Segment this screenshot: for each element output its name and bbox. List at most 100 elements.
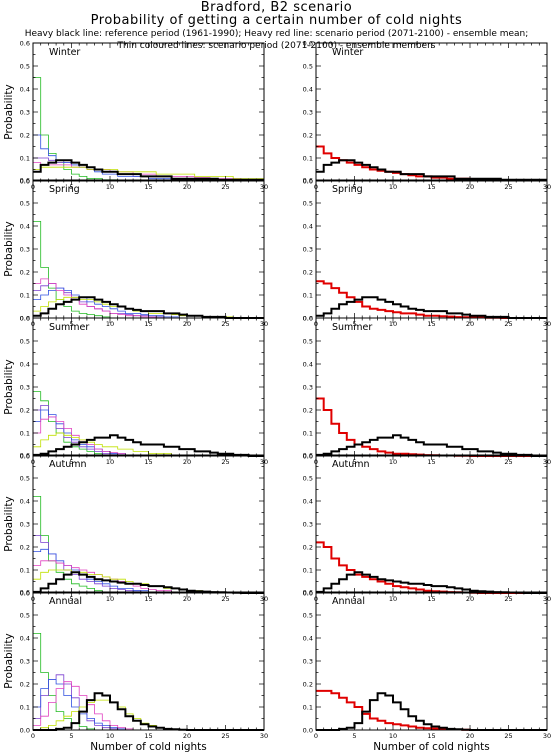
y-tick-label-winter-members: 0.1 (20, 155, 30, 163)
season-label-annual-members: Annual (49, 596, 82, 607)
y-tick-label-summer-mean: 0.5 (303, 338, 313, 346)
y-tick-label-annual-mean: 0.3 (303, 658, 313, 666)
y-tick-label-summer-members: 0.0 (20, 453, 30, 461)
x-tick-label-annual-members: 25 (221, 732, 229, 740)
plot-frame-annual-members (32, 591, 265, 731)
series-member-1-winter-members (33, 77, 264, 182)
x-tick-label-spring-mean: 15 (427, 320, 435, 328)
y-tick-label-autumn-members: 0.4 (20, 498, 30, 506)
y-tick-label-annual-mean: 0.1 (303, 704, 313, 712)
y-tick-label-winter-mean: 0.4 (303, 86, 313, 94)
x-tick-label-annual-mean: 30 (543, 732, 551, 740)
y-tick-label-autumn-members: 0.6 (20, 452, 30, 460)
y-tick-label-summer-mean: 0.3 (303, 384, 313, 392)
x-tick-label-winter-members: 20 (183, 183, 191, 191)
x-tick-label-summer-members: 15 (144, 458, 152, 466)
x-tick-label-autumn-members: 15 (144, 595, 152, 603)
legend-description-line2: Thin coloured lines: scenario period (20… (117, 41, 436, 51)
x-tick-label-autumn-mean: 5 (352, 595, 356, 603)
x-tick-label-summer-members: 25 (221, 458, 229, 466)
y-tick-label-summer-mean: 0.6 (303, 315, 313, 323)
y-tick-label-summer-members: 0.5 (20, 338, 30, 346)
season-label-summer-members: Summer (49, 322, 89, 333)
x-tick-label-spring-mean: 10 (389, 320, 397, 328)
series-reference-summer-mean (316, 434, 547, 457)
x-tick-label-spring-mean: 20 (466, 320, 474, 328)
y-axis-label-spring-members: Probability (3, 221, 15, 277)
y-tick-label-spring-mean: 0.6 (303, 177, 313, 185)
x-tick-label-summer-mean: 5 (352, 458, 356, 466)
x-tick-label-annual-members: 15 (144, 732, 152, 740)
y-tick-label-winter-members: 0.2 (20, 132, 30, 140)
y-tick-label-autumn-mean: 0.5 (303, 475, 313, 483)
y-tick-label-winter-mean: 0.2 (303, 132, 313, 140)
x-tick-label-winter-members: 10 (106, 183, 114, 191)
x-tick-label-annual-members: 10 (106, 732, 114, 740)
y-axis-label-annual-members: Probability (3, 633, 15, 689)
x-tick-label-annual-members: 5 (69, 732, 73, 740)
x-tick-label-annual-mean: 5 (352, 732, 356, 740)
series-member-3-summer-members (33, 409, 264, 457)
series-reference-summer-members (33, 434, 264, 457)
x-tick-label-autumn-mean: 10 (389, 595, 397, 603)
y-tick-label-annual-mean: 0.2 (303, 681, 313, 689)
legend-description-line1: Heavy black line: reference period (1961… (24, 29, 529, 39)
y-tick-label-winter-members: 0.3 (20, 109, 30, 117)
y-tick-label-autumn-mean: 0.6 (303, 452, 313, 460)
series-reference-annual-members (33, 692, 264, 731)
x-tick-label-annual-mean: 25 (504, 732, 512, 740)
y-tick-label-summer-mean: 0.1 (303, 430, 313, 438)
y-tick-label-autumn-members: 0.3 (20, 521, 30, 529)
y-tick-label-summer-mean: 0.4 (303, 361, 313, 369)
y-tick-label-spring-mean: 0.1 (303, 292, 313, 300)
season-label-spring-members: Spring (49, 184, 80, 195)
y-axis-label-winter-members: Probability (3, 84, 15, 140)
y-tick-label-spring-members: 0.0 (20, 315, 30, 323)
x-tick-label-summer-members: 5 (69, 458, 73, 466)
x-tick-label-autumn-members: 5 (69, 595, 73, 603)
y-tick-label-summer-members: 0.1 (20, 430, 30, 438)
y-tick-label-spring-members: 0.5 (20, 200, 30, 208)
season-label-summer-mean: Summer (332, 322, 372, 333)
x-tick-label-annual-members: 0 (31, 732, 35, 740)
y-tick-label-autumn-mean: 0.4 (303, 498, 313, 506)
series-member-4-summer-members (33, 416, 264, 457)
season-label-autumn-mean: Autumn (332, 459, 370, 470)
y-tick-label-autumn-mean: 0.3 (303, 521, 313, 529)
x-tick-label-annual-mean: 20 (466, 732, 474, 740)
y-tick-label-summer-members: 0.6 (20, 315, 30, 323)
y-tick-label-spring-mean: 0.4 (303, 223, 313, 231)
y-tick-label-autumn-mean: 0.2 (303, 544, 313, 552)
y-tick-label-summer-members: 0.3 (20, 384, 30, 392)
x-tick-label-annual-members: 20 (183, 732, 191, 740)
series-member-3-annual-members (33, 679, 264, 731)
x-tick-label-annual-mean: 10 (389, 732, 397, 740)
y-tick-label-annual-members: 0.6 (20, 589, 30, 597)
series-member-2-annual-members (33, 674, 264, 731)
y-tick-label-spring-mean: 0.0 (303, 315, 313, 323)
x-tick-label-winter-members: 15 (144, 183, 152, 191)
season-label-spring-mean: Spring (332, 184, 363, 195)
x-tick-label-spring-members: 25 (221, 320, 229, 328)
x-tick-label-summer-members: 10 (106, 458, 114, 466)
y-tick-label-winter-members: 0.5 (20, 63, 30, 71)
chart-title-location: Bradford, B2 scenario (200, 0, 353, 15)
x-tick-label-spring-mean: 5 (352, 320, 356, 328)
y-tick-label-autumn-mean: 0.1 (303, 567, 313, 575)
x-tick-label-autumn-members: 25 (221, 595, 229, 603)
y-tick-label-annual-members: 0.1 (20, 704, 30, 712)
y-tick-label-spring-members: 0.1 (20, 292, 30, 300)
x-tick-label-autumn-mean: 20 (466, 595, 474, 603)
y-tick-label-spring-members: 0.2 (20, 269, 30, 277)
y-tick-label-annual-mean: 0.0 (303, 727, 313, 735)
x-tick-label-annual-members: 30 (260, 732, 268, 740)
y-tick-label-winter-members: 0.0 (20, 178, 30, 186)
y-tick-label-annual-members: 0.0 (20, 727, 30, 735)
season-label-winter-mean: Winter (332, 47, 363, 58)
y-tick-label-spring-mean: 0.3 (303, 246, 313, 254)
x-tick-label-spring-mean: 25 (504, 320, 512, 328)
season-label-winter-members: Winter (49, 47, 80, 58)
y-tick-label-spring-members: 0.3 (20, 246, 30, 254)
series-reference-annual-mean (316, 692, 547, 731)
